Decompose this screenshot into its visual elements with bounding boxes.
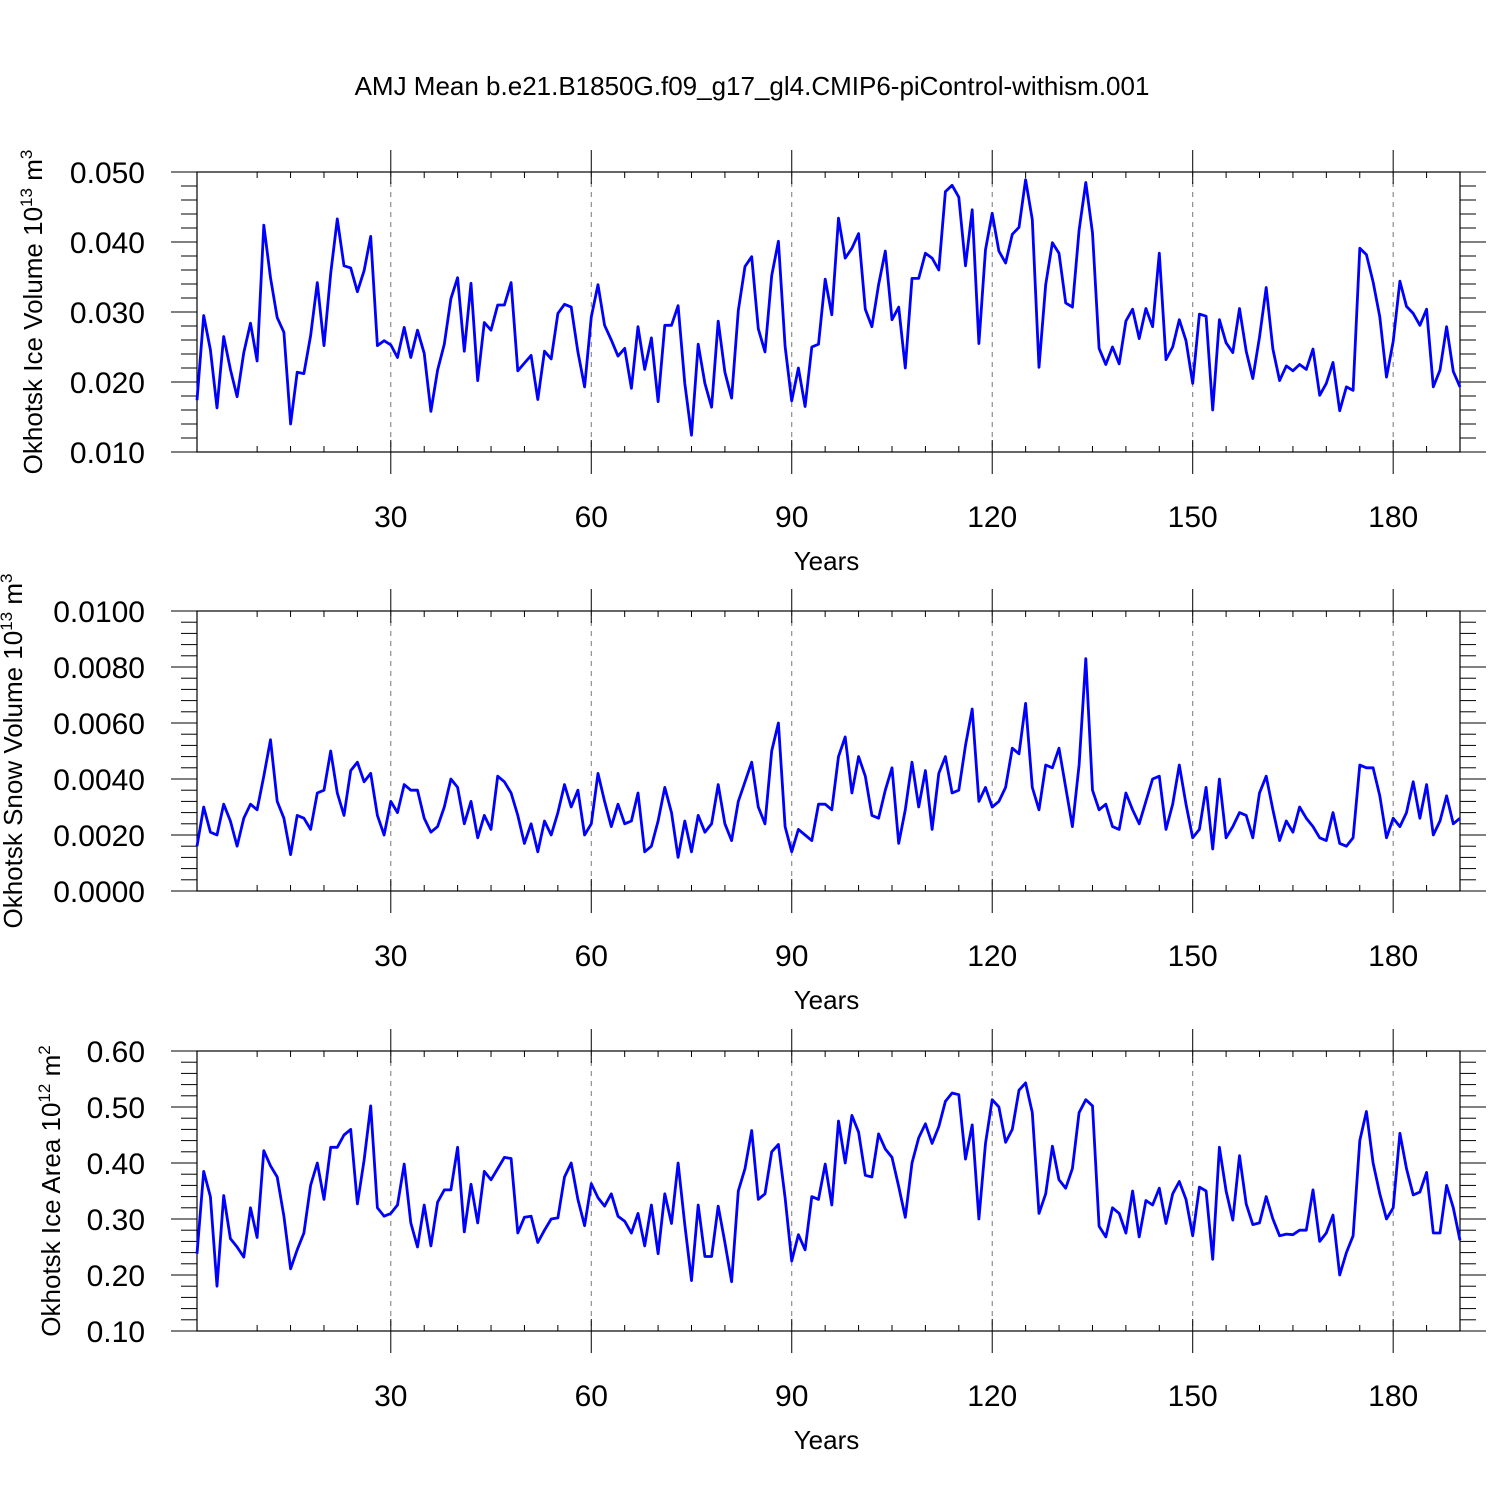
ice-volume-series-line [195,178,1462,437]
snow-volume-x-tick-label-180: 180 [1368,940,1418,973]
ice-area-x-tick-label-60: 60 [575,1380,608,1413]
ice-area-x-tick-label-180: 180 [1368,1380,1418,1413]
ice-area-y-axis-title-unit: m [36,1055,66,1084]
ice-area-series-line [195,1081,1462,1288]
snow-volume-y-tick-label: 0.0060 [53,708,145,741]
ice-area-plot-frame [196,1050,1461,1332]
ice-area-y-axis-title-text: Okhotsk Ice Area 10 [36,1103,66,1337]
snow-volume-x-tick-label-150: 150 [1168,940,1218,973]
ice-volume-y-tick-label: 0.040 [70,227,145,260]
snow-volume-y-tick-label: 0.0020 [53,820,145,853]
snow-volume-x-tick-label-60: 60 [575,940,608,973]
ice-area-x-tick-label-150: 150 [1168,1380,1218,1413]
snow-volume-x-tick-label-90: 90 [775,940,808,973]
ice-area-y-axis-title: Okhotsk Ice Area 1012 m2 [35,1045,66,1336]
snow-volume-x-axis-title: Years [794,985,860,1015]
ice-area-y-axis-title-unit-exp: 2 [35,1045,54,1054]
snow-volume-plot-frame [196,610,1461,892]
snow-volume-y-axis-title-unit: m [0,583,28,612]
ice-volume-x-tick-label-30: 30 [374,501,407,534]
ice-area-x-axis-title: Years [794,1425,860,1455]
ice-area-y-tick-label: 0.50 [87,1092,145,1125]
panel-ice-area: 30 60 90 120 150 180 0.10 0.20 0.30 0.40 0.50 0.60 Y… [35,1029,1486,1455]
ice-area-y-tick-label: 0.30 [87,1204,145,1237]
ice-volume-x-tick-label-180: 180 [1368,501,1418,534]
ice-volume-y-axis-title-unit: m [18,159,48,188]
ice-area-y-axis-title-exp: 12 [35,1084,54,1103]
snow-volume-y-axis-title-exp: 13 [0,612,16,631]
figure-title: AMJ Mean b.e21.B1850G.f09_g17_gl4.CMIP6-… [355,71,1150,101]
snow-volume-y-axis-title: Okhotsk Snow Volume 1013 m3 [0,574,28,929]
ice-volume-y-tick-label: 0.050 [70,157,145,190]
snow-volume-y-axis-title-unit-exp: 3 [0,574,16,583]
snow-volume-y-tick-label: 0.0100 [53,596,145,629]
ice-volume-x-tick-label-90: 90 [775,501,808,534]
ice-area-x-tick-label-30: 30 [374,1380,407,1413]
snow-volume-y-tick-label: 0.0080 [53,652,145,685]
ice-area-x-tick-label-120: 120 [967,1380,1017,1413]
snow-volume-x-tick-label-30: 30 [374,940,407,973]
ice-volume-y-tick-label: 0.020 [70,367,145,400]
snow-volume-y-tick-label: 0.0000 [53,876,145,909]
panel-ice-volume: 30 60 90 120 150 180 0.010 0.020 0.030 0.040 0.050… [17,150,1486,576]
ice-volume-x-tick-label-60: 60 [575,501,608,534]
ice-volume-x-tick-label-120: 120 [967,501,1017,534]
ice-volume-y-axis-title-exp: 13 [17,188,36,207]
ice-area-y-tick-label: 0.20 [87,1260,145,1293]
ice-area-y-tick-label: 0.10 [87,1316,145,1349]
snow-volume-y-axis-title-text: Okhotsk Snow Volume 10 [0,631,28,929]
snow-volume-x-tick-label-120: 120 [967,940,1017,973]
ice-area-y-tick-label: 0.60 [87,1036,145,1069]
ice-volume-x-axis-title: Years [794,546,860,576]
snow-volume-series-line [195,657,1461,859]
ice-volume-x-tick-label-150: 150 [1168,501,1218,534]
panel-snow-volume: 30 60 90 120 150 180 0.0000 0.0020 0.0040 0.0060 0… [0,574,1486,1015]
ice-volume-y-axis-title: Okhotsk Ice Volume 1013 m3 [17,150,48,475]
ice-volume-plot-frame [196,171,1461,453]
snow-volume-y-tick-label: 0.0040 [53,764,145,797]
ice-volume-y-axis-title-unit-exp: 3 [17,150,36,159]
ice-area-x-tick-label-90: 90 [775,1380,808,1413]
ice-volume-y-tick-label: 0.030 [70,297,145,330]
ice-volume-y-tick-label: 0.010 [70,437,145,470]
ice-area-y-tick-label: 0.40 [87,1148,145,1181]
ice-volume-y-axis-title-text: Okhotsk Ice Volume 10 [18,207,48,474]
